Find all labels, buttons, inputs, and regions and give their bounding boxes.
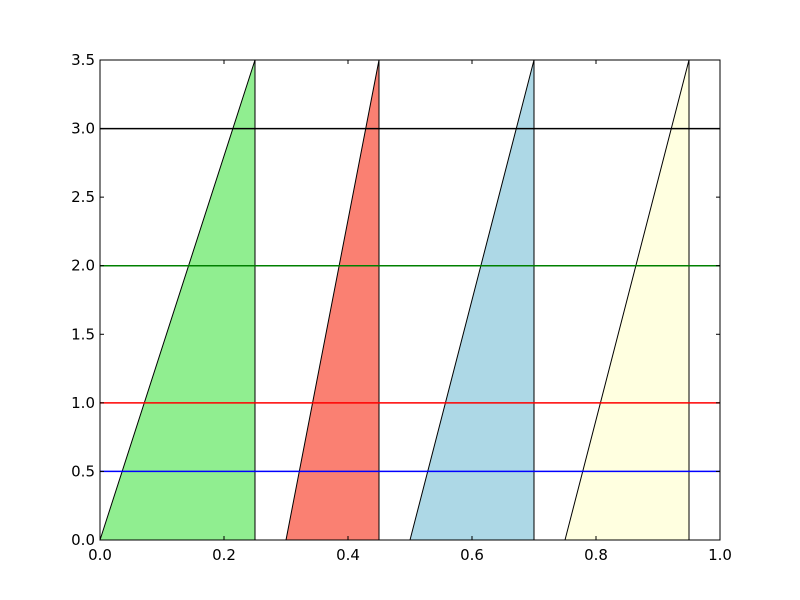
plot-frame (99, 59, 721, 541)
x-tick-label: 1.0 (708, 546, 732, 564)
x-tick-label: 0.2 (212, 546, 236, 564)
y-tick-labels: 0.0 0.5 1.0 1.5 2.0 2.5 3.0 3.5 (71, 51, 95, 549)
y-tick-label: 1.5 (71, 325, 95, 343)
x-tick-labels: 0.0 0.2 0.4 0.6 0.8 1.0 (88, 546, 732, 564)
x-tick-label: 0.0 (88, 546, 112, 564)
y-tick-label: 1.0 (71, 394, 95, 412)
polygons-layer (99, 59, 690, 541)
y-tick-label: 0.0 (71, 531, 95, 549)
y-tick-label: 3.0 (71, 120, 95, 138)
x-tick-label: 0.8 (584, 546, 608, 564)
hlines-layer (100, 127, 720, 473)
x-tick-label: 0.6 (460, 546, 484, 564)
y-tick-label: 2.0 (71, 257, 95, 275)
y-tick-label: 0.5 (71, 462, 95, 480)
y-tick-label: 2.5 (71, 188, 95, 206)
x-tick-label: 0.4 (336, 546, 360, 564)
y-tick-label: 3.5 (71, 51, 95, 69)
